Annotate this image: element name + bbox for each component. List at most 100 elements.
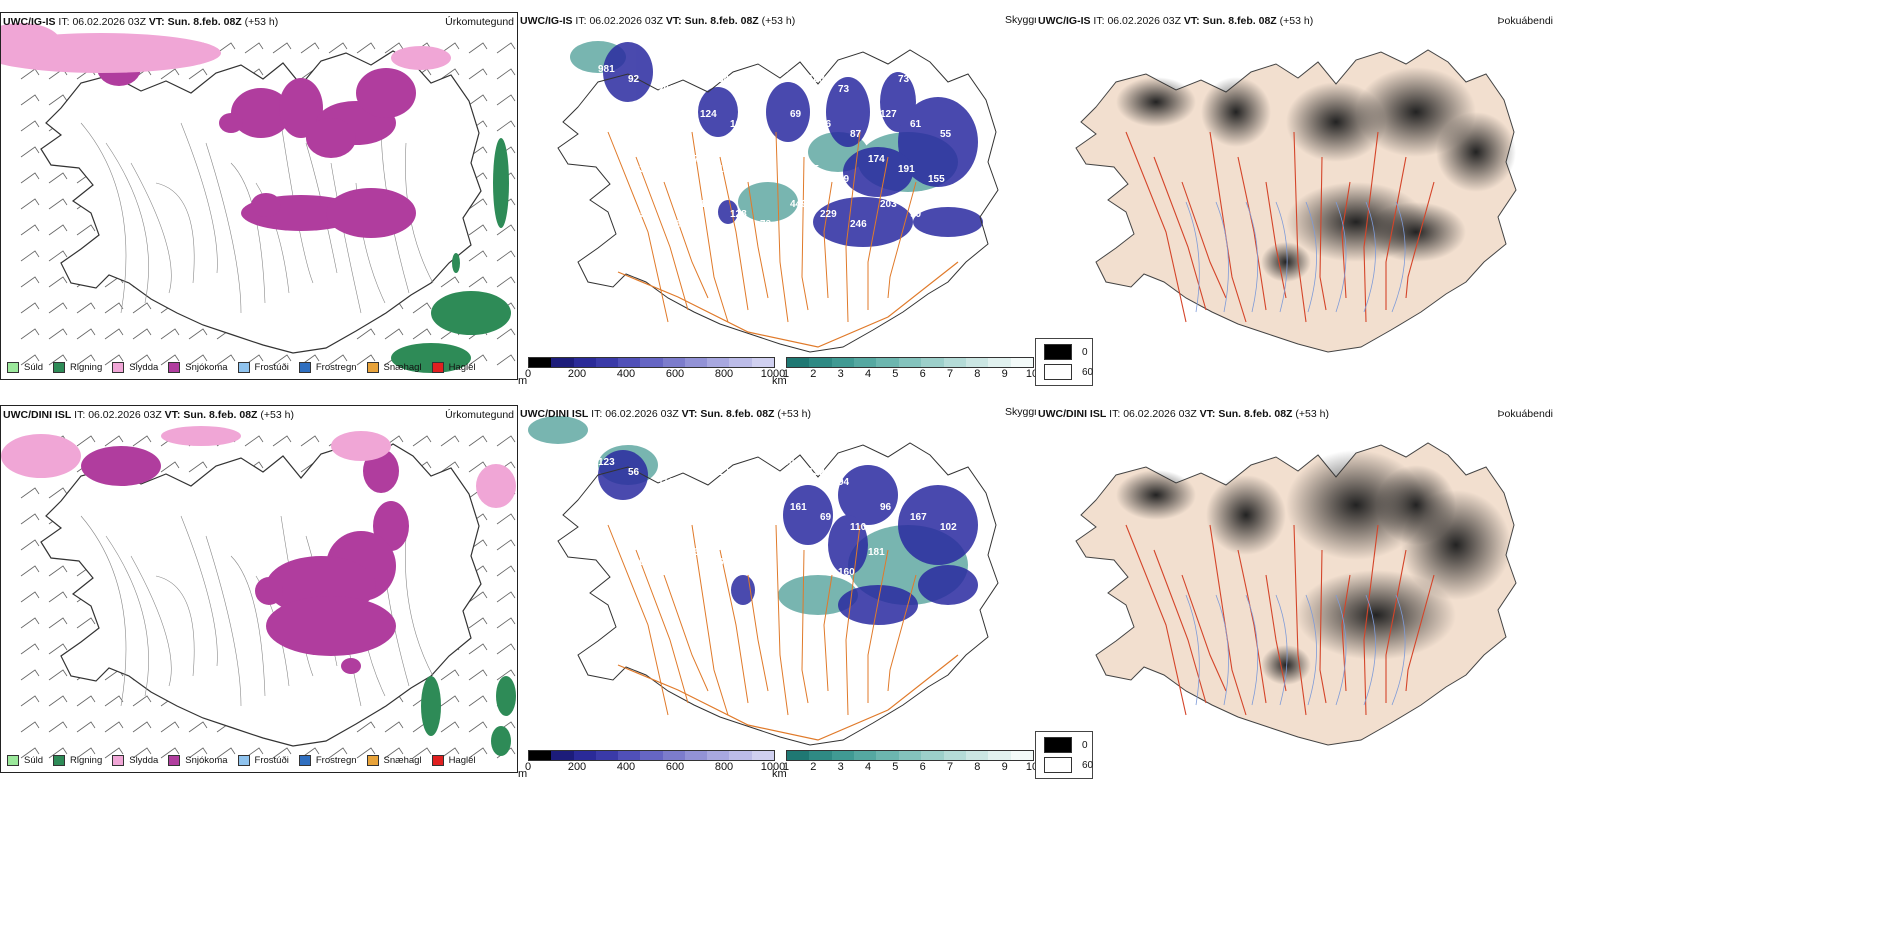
road-network bbox=[607, 524, 917, 716]
visibility-value-label: 110 bbox=[850, 522, 867, 533]
rain-area bbox=[391, 138, 511, 373]
visibility-value-label: 981 bbox=[598, 64, 615, 75]
visibility-value-label: 222 bbox=[718, 467, 735, 478]
visibility-value-label: 73 bbox=[898, 74, 910, 85]
legend-label: Snæhagl bbox=[383, 755, 422, 766]
legend-item: Frostúði bbox=[237, 755, 289, 766]
visibility-m-areas bbox=[603, 42, 983, 247]
precip-map bbox=[1, 426, 516, 759]
visibility-value-label: 141 bbox=[928, 84, 945, 95]
colorbar-segment bbox=[529, 358, 552, 367]
visibility-value-label: 128 bbox=[730, 209, 747, 220]
colorbar-tick: 1 bbox=[782, 368, 790, 380]
legend-label: Frostregn bbox=[315, 755, 357, 766]
visibility-value-label: 160 bbox=[658, 174, 675, 185]
colorbar-segment bbox=[943, 358, 966, 367]
fog-map bbox=[1075, 49, 1517, 353]
colorbar-segment bbox=[707, 751, 730, 760]
colorbar-tick: 600 bbox=[665, 761, 685, 773]
visibility-value-label: 128 bbox=[898, 467, 915, 478]
colorbar-segment bbox=[921, 358, 944, 367]
colorbar-tick: 7 bbox=[946, 761, 954, 773]
visibility-value-label: 135 bbox=[868, 457, 885, 468]
visibility-map: 123 56 110 164 222 84 204 132 94 135 128 120 142 114 1… bbox=[528, 416, 999, 746]
colorbar-segment bbox=[751, 358, 774, 367]
colorbar-tick: 8 bbox=[974, 368, 981, 380]
precip-type-panel-top: UWC/IG-IS IT: 06.02.2026 03Z VT: Sun. 8.… bbox=[0, 12, 518, 380]
visibility-value-label: 83 bbox=[688, 64, 700, 75]
panel-field-name: Þokuábendi bbox=[1497, 408, 1553, 420]
colorbar-segment bbox=[809, 358, 832, 367]
legend-label: Súld bbox=[24, 362, 44, 373]
legend-item: Frostúði bbox=[237, 362, 289, 373]
colorbar-segment bbox=[1010, 358, 1033, 367]
visibility-value-label: 123 bbox=[598, 457, 615, 468]
visibility-value-label: 127 bbox=[880, 109, 897, 120]
colorbar-segment bbox=[988, 751, 1011, 760]
colorbar-tick: 9 bbox=[1001, 761, 1008, 773]
visibility-map: 981 92 201 83 34 305 99 188 73 58 73 141 135 10 106 124… bbox=[557, 41, 999, 353]
colorbar-tick: 6 bbox=[919, 761, 926, 773]
colorbar-segment bbox=[729, 358, 752, 367]
colorbar-tick: 3 bbox=[837, 761, 844, 773]
sleet-area bbox=[1, 426, 516, 508]
fog-map bbox=[1075, 442, 1517, 746]
visibility-colorbar-km: km 1 2 3 4 5 6 7 8 9 10 bbox=[772, 357, 1042, 387]
visibility-value-label: 88 bbox=[808, 557, 820, 568]
visibility-value-label: 87 bbox=[850, 129, 862, 140]
iceland-outline bbox=[557, 442, 999, 746]
visibility-value-label: 305 bbox=[748, 84, 765, 95]
visibility-value-label: 450 bbox=[778, 154, 795, 165]
legend-label: Frostúði bbox=[254, 362, 289, 373]
colorbar-tick: 9 bbox=[1001, 368, 1008, 380]
visibility-value-label: 200 bbox=[628, 557, 645, 568]
colorbar-segment bbox=[898, 358, 922, 367]
legend-swatch bbox=[168, 755, 181, 766]
colorbar-segment bbox=[684, 751, 708, 760]
legend-label: Rigning bbox=[70, 755, 103, 766]
legend-item: Haglél bbox=[431, 362, 476, 373]
visibility-panel-top: UWC/IG-IS IT: 06.02.2026 03Z VT: Sun. 8.… bbox=[518, 12, 1038, 380]
legend-item: Haglél bbox=[431, 755, 476, 766]
visibility-value-label: 102 bbox=[700, 199, 717, 210]
colorbar-tick: 800 bbox=[714, 761, 734, 773]
colorbar-segment bbox=[1010, 751, 1033, 760]
colorbar-segment bbox=[573, 751, 596, 760]
colorbar-tick: 0 bbox=[524, 368, 532, 380]
visibility-value-label: 66 bbox=[820, 119, 832, 130]
precip-map bbox=[1, 23, 516, 373]
visibility-value-label: 108 bbox=[748, 567, 765, 578]
visibility-colorbar-m: m 0 200 400 600 800 1000 bbox=[518, 357, 785, 387]
legend-swatch bbox=[366, 755, 379, 766]
legend-label: Rigning bbox=[70, 362, 103, 373]
road-network bbox=[607, 131, 917, 323]
fog-legend-swatch-0 bbox=[1044, 737, 1072, 753]
fog-legend-swatch-0 bbox=[1044, 344, 1072, 360]
colorbar-segment bbox=[751, 751, 774, 760]
colorbar-segment bbox=[551, 751, 574, 760]
fog-legend-swatch-60 bbox=[1044, 757, 1072, 773]
colorbar-segment bbox=[618, 358, 641, 367]
visibility-value-label: 201 bbox=[658, 84, 675, 95]
panel-field-name: Þokuábendi bbox=[1497, 15, 1553, 27]
visibility-value-label: 119 bbox=[598, 154, 615, 165]
legend-item: Frostregn bbox=[298, 362, 357, 373]
legend-label: Slydda bbox=[129, 362, 159, 373]
precip-legend: Súld Rigning Slydda Snjókoma Frostúði Frostre… bbox=[7, 362, 476, 373]
legend-swatch bbox=[431, 362, 444, 373]
legend-item: Súld bbox=[7, 362, 43, 373]
fog-shading bbox=[1116, 450, 1511, 685]
legend-swatch bbox=[366, 362, 379, 373]
visibility-m-areas bbox=[598, 450, 978, 625]
colorbar-segment bbox=[854, 358, 877, 367]
visibility-value-label: 132 bbox=[670, 522, 687, 533]
colorbar-segment bbox=[876, 751, 899, 760]
colorbar-tick: 200 bbox=[567, 761, 587, 773]
legend-label: Frostúði bbox=[254, 755, 289, 766]
visibility-value-label: 114 bbox=[640, 512, 657, 523]
visibility-value-label: 253 bbox=[730, 512, 747, 523]
colorbar-tick: 600 bbox=[665, 368, 685, 380]
colorbar-segment bbox=[729, 751, 752, 760]
legend-label: Súld bbox=[24, 755, 44, 766]
visibility-value-label: 133 bbox=[628, 164, 645, 175]
